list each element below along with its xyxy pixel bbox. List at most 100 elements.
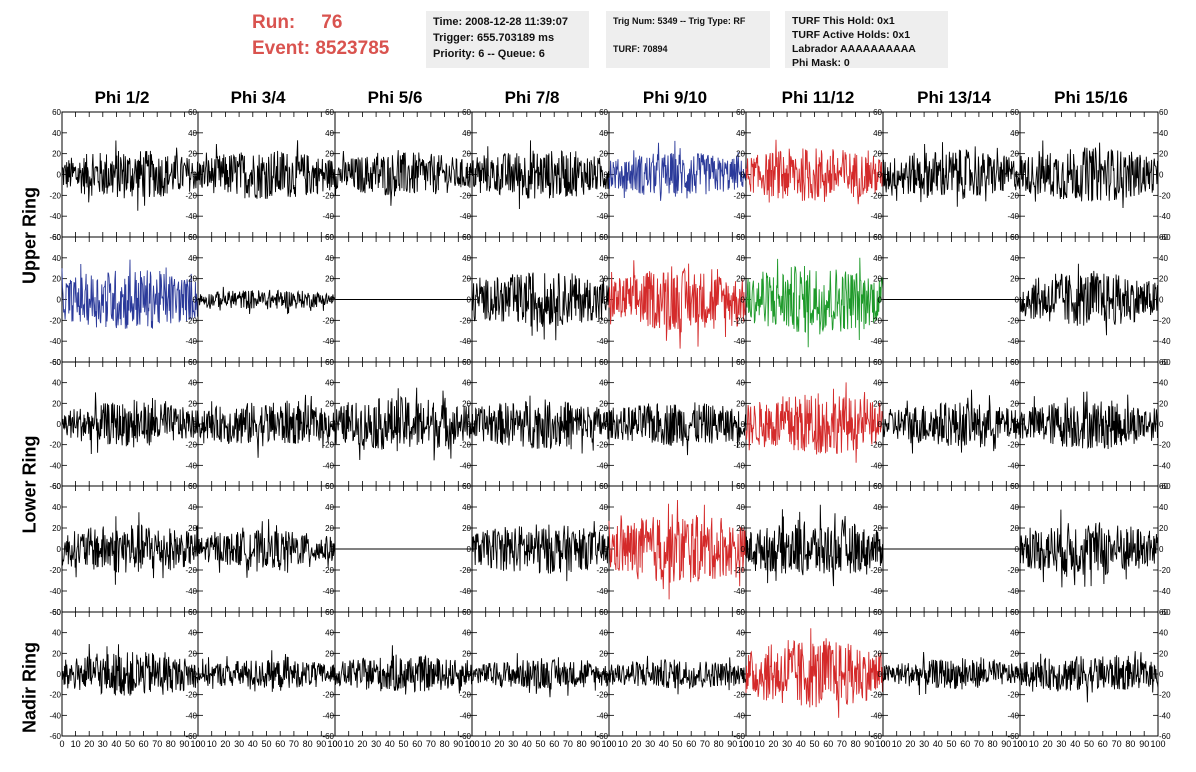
y-tick-label: 40 [52, 129, 61, 138]
y-tick-label: -40 [733, 212, 745, 221]
y-tick-label: -40 [1159, 711, 1171, 720]
x-tick-label: 90 [1001, 739, 1011, 749]
waveform-trace [471, 272, 610, 341]
x-tick-label: 60 [412, 739, 422, 749]
y-tick-label: 40 [736, 129, 745, 138]
y-tick-label: 20 [188, 275, 197, 284]
x-tick-label: 70 [563, 739, 573, 749]
x-tick-label: 30 [508, 739, 518, 749]
x-tick-label: 90 [864, 739, 874, 749]
x-tick-label: 60 [686, 739, 696, 749]
y-tick-label: 0 [1015, 171, 1020, 180]
y-tick-label: -60 [1007, 732, 1019, 741]
y-tick-label: 40 [52, 379, 61, 388]
y-tick-label: -20 [733, 691, 745, 700]
trigger-text: Trigger: 655.703189 ms [433, 32, 555, 44]
y-tick-label: -20 [1007, 191, 1019, 200]
y-tick-label: 60 [1010, 108, 1019, 117]
waveform-trace [197, 140, 336, 199]
y-tick-label: 40 [1010, 254, 1019, 263]
y-tick-label: 40 [1010, 379, 1019, 388]
x-tick-label: 40 [248, 739, 258, 749]
y-tick-label: -20 [185, 191, 197, 200]
y-tick-label: -40 [185, 337, 197, 346]
y-tick-label: -40 [596, 337, 608, 346]
column-title: Phi 3/4 [230, 88, 286, 107]
x-tick-label: 90 [590, 739, 600, 749]
y-tick-label: 40 [52, 503, 61, 512]
y-tick-label: 40 [462, 503, 471, 512]
y-tick-label: 0 [1159, 171, 1164, 180]
x-tick-label: 30 [919, 739, 929, 749]
y-tick-label: 60 [599, 608, 608, 617]
y-tick-label: 60 [736, 358, 745, 367]
x-tick-label: 30 [98, 739, 108, 749]
y-tick-label: -40 [870, 337, 882, 346]
y-tick-label: 20 [325, 524, 334, 533]
waveform-trace [61, 643, 199, 696]
y-tick-label: 40 [599, 254, 608, 263]
waveform-trace [882, 142, 1021, 207]
y-tick-label: -20 [733, 191, 745, 200]
x-tick-label: 40 [522, 739, 532, 749]
x-tick-label: 30 [782, 739, 792, 749]
y-tick-label: -20 [1159, 566, 1171, 575]
waveform-trace [745, 139, 884, 205]
y-tick-label: 0 [878, 670, 883, 679]
waveform-trace [745, 382, 884, 463]
event-label: Event: [252, 38, 311, 59]
y-tick-label: 60 [462, 608, 471, 617]
y-tick-label: -20 [870, 566, 882, 575]
x-tick-label: 10 [344, 739, 354, 749]
y-tick-label: 0 [1015, 670, 1020, 679]
x-tick-label: 80 [303, 739, 313, 749]
y-tick-label: 60 [1010, 608, 1019, 617]
y-tick-label: -40 [596, 711, 608, 720]
y-tick-label: 20 [1159, 649, 1168, 658]
y-tick-label: 0 [330, 296, 335, 305]
y-tick-label: 0 [604, 171, 609, 180]
x-tick-label: 0 [880, 739, 885, 749]
y-tick-label: -60 [185, 732, 197, 741]
y-tick-label: 20 [462, 275, 471, 284]
x-tick-label: 100 [190, 739, 205, 749]
y-tick-label: 20 [1159, 150, 1168, 159]
y-tick-label: -40 [733, 711, 745, 720]
y-tick-label: -60 [49, 482, 61, 491]
y-tick-label: -40 [322, 587, 334, 596]
y-tick-label: 0 [1015, 545, 1020, 554]
y-tick-label: -20 [733, 316, 745, 325]
y-tick-label: 40 [736, 503, 745, 512]
y-tick-label: 60 [188, 608, 197, 617]
x-tick-label: 10 [892, 739, 902, 749]
y-tick-label: 40 [1159, 379, 1168, 388]
waveform-trace [1019, 140, 1159, 209]
y-tick-label: 20 [325, 399, 334, 408]
y-tick-label: -60 [1159, 358, 1171, 367]
y-tick-label: -20 [596, 191, 608, 200]
y-tick-label: 40 [599, 129, 608, 138]
y-tick-label: 20 [52, 399, 61, 408]
y-tick-label: 40 [873, 379, 882, 388]
y-tick-label: 0 [57, 670, 62, 679]
turf-hold-text: TURF This Hold: 0x1 [792, 15, 895, 27]
y-tick-label: 0 [330, 670, 335, 679]
y-tick-label: -40 [870, 711, 882, 720]
y-tick-label: 60 [873, 482, 882, 491]
y-tick-label: 0 [741, 296, 746, 305]
y-tick-label: 0 [57, 171, 62, 180]
y-tick-label: -40 [870, 587, 882, 596]
y-tick-label: -40 [322, 711, 334, 720]
x-tick-label: 80 [440, 739, 450, 749]
y-tick-label: 40 [52, 254, 61, 263]
waveform-trace [608, 499, 747, 600]
y-tick-label: 60 [52, 108, 61, 117]
column-title: Phi 5/6 [367, 88, 423, 107]
y-tick-label: -40 [459, 711, 471, 720]
event-row: Event: 8523785 [252, 36, 389, 62]
x-tick-label: 20 [905, 739, 915, 749]
x-tick-label: 70 [426, 739, 436, 749]
x-tick-label: 40 [1070, 739, 1080, 749]
y-tick-label: -20 [870, 691, 882, 700]
y-tick-label: 0 [1015, 420, 1020, 429]
